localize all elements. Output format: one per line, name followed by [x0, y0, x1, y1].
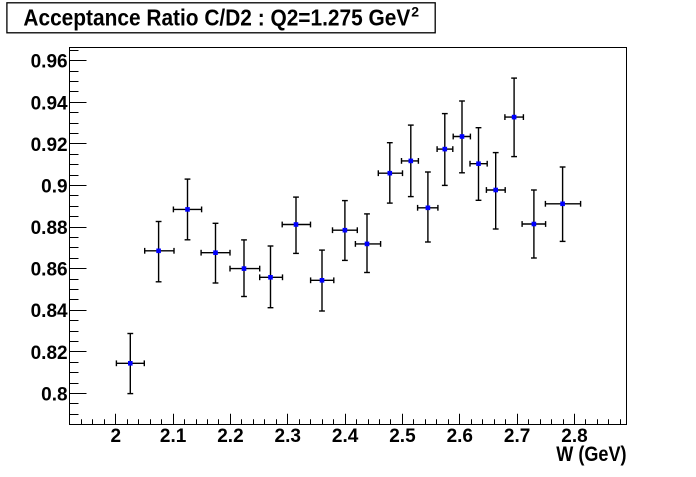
svg-text:0.94: 0.94 [31, 93, 68, 114]
svg-text:0.96: 0.96 [31, 52, 68, 73]
svg-text:Acceptance Ratio C/D2 : Q2=1.2: Acceptance Ratio C/D2 : Q2=1.275 GeV [23, 5, 410, 31]
svg-text:2.6: 2.6 [447, 426, 473, 447]
svg-text:0.84: 0.84 [31, 301, 68, 322]
svg-text:2.3: 2.3 [275, 426, 301, 447]
svg-text:0.82: 0.82 [31, 343, 68, 364]
svg-text:0.92: 0.92 [31, 135, 68, 156]
svg-text:2.2: 2.2 [217, 426, 243, 447]
svg-text:2.1: 2.1 [160, 426, 187, 447]
svg-text:0.9: 0.9 [41, 176, 67, 197]
svg-text:0.88: 0.88 [31, 218, 68, 239]
svg-text:2.5: 2.5 [389, 426, 416, 447]
svg-text:2.8: 2.8 [561, 426, 587, 447]
svg-text:W (GeV): W (GeV) [556, 443, 626, 466]
svg-text:2.7: 2.7 [504, 426, 530, 447]
svg-text:2: 2 [110, 426, 121, 447]
svg-text:0.8: 0.8 [41, 384, 67, 405]
svg-text:2.4: 2.4 [332, 426, 359, 447]
svg-text:2: 2 [411, 4, 419, 20]
svg-text:0.86: 0.86 [31, 260, 68, 281]
